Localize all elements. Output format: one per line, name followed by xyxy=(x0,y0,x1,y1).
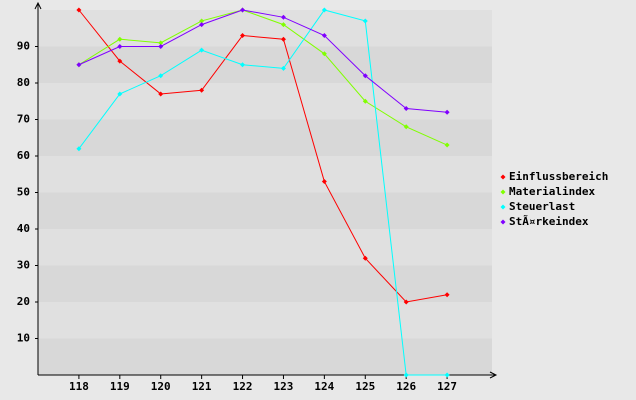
y-tick-label: 10 xyxy=(17,332,30,345)
data-point xyxy=(321,33,327,39)
data-point xyxy=(362,255,368,261)
x-tick-label: 120 xyxy=(151,380,171,393)
x-tick-label: 124 xyxy=(314,380,334,393)
data-point xyxy=(117,36,123,42)
data-point xyxy=(158,40,164,46)
data-point xyxy=(444,292,450,298)
data-point xyxy=(444,372,450,378)
grid-band xyxy=(38,302,492,339)
series-line xyxy=(78,9,448,113)
legend-label: Materialindex xyxy=(509,185,595,198)
y-axis-arrow xyxy=(34,1,42,10)
x-tick-label: 123 xyxy=(274,380,294,393)
series-line xyxy=(78,9,448,376)
x-tick-label: 118 xyxy=(69,380,89,393)
data-point xyxy=(240,7,246,13)
grid-band xyxy=(38,338,492,375)
data-point xyxy=(403,106,409,112)
y-tick-label: 30 xyxy=(17,259,30,272)
data-point xyxy=(158,91,164,97)
data-point xyxy=(280,65,286,71)
data-point xyxy=(199,47,205,53)
x-tick-label: 125 xyxy=(355,380,375,393)
y-tick-label: 70 xyxy=(17,113,30,126)
data-point xyxy=(362,18,368,24)
series-line xyxy=(78,9,448,303)
data-point xyxy=(403,372,409,378)
legend-marker xyxy=(500,219,506,225)
data-point xyxy=(403,299,409,305)
legend-marker xyxy=(500,174,506,180)
grid-band xyxy=(38,10,492,47)
data-point xyxy=(280,14,286,20)
data-point xyxy=(362,98,368,104)
data-point xyxy=(117,91,123,97)
grid-band xyxy=(38,192,492,229)
grid-band xyxy=(38,83,492,120)
data-point xyxy=(117,58,123,64)
data-point xyxy=(76,146,82,152)
x-axis-arrow xyxy=(489,371,498,379)
data-point xyxy=(199,22,205,28)
x-tick-label: 121 xyxy=(192,380,212,393)
x-tick-label: 127 xyxy=(437,380,457,393)
grid-band xyxy=(38,229,492,266)
y-tick-label: 20 xyxy=(17,295,30,308)
data-point xyxy=(280,22,286,28)
data-point xyxy=(158,73,164,79)
grid-band xyxy=(38,156,492,193)
legend-label: Einflussbereich xyxy=(509,170,608,183)
x-tick-label: 126 xyxy=(396,380,416,393)
legend-marker xyxy=(500,189,506,195)
legend-marker xyxy=(500,204,506,210)
data-point xyxy=(76,7,82,13)
data-point xyxy=(321,179,327,185)
data-point xyxy=(403,124,409,130)
series-line xyxy=(78,9,448,146)
data-point xyxy=(117,44,123,49)
data-point xyxy=(321,7,327,13)
y-tick-label: 40 xyxy=(17,222,30,235)
data-point xyxy=(76,62,82,68)
data-point xyxy=(321,51,327,57)
data-point xyxy=(444,142,450,148)
grid-band xyxy=(38,119,492,156)
grid-band xyxy=(38,265,492,302)
data-point xyxy=(362,73,368,79)
data-point xyxy=(240,62,246,68)
y-tick-label: 60 xyxy=(17,149,30,162)
y-tick-label: 90 xyxy=(17,40,30,53)
data-point xyxy=(199,18,205,24)
x-tick-label: 122 xyxy=(233,380,253,393)
data-point xyxy=(280,36,286,42)
y-tick-label: 50 xyxy=(17,186,30,199)
data-point xyxy=(199,87,205,93)
grid-band xyxy=(38,46,492,83)
legend-label: StÃ¤rkeindex xyxy=(509,215,589,228)
x-tick-label: 119 xyxy=(110,380,130,393)
y-tick-label: 80 xyxy=(17,76,30,89)
data-point xyxy=(158,44,164,49)
legend-label: Steuerlast xyxy=(509,200,575,213)
data-point xyxy=(240,33,246,39)
data-point xyxy=(444,109,450,115)
